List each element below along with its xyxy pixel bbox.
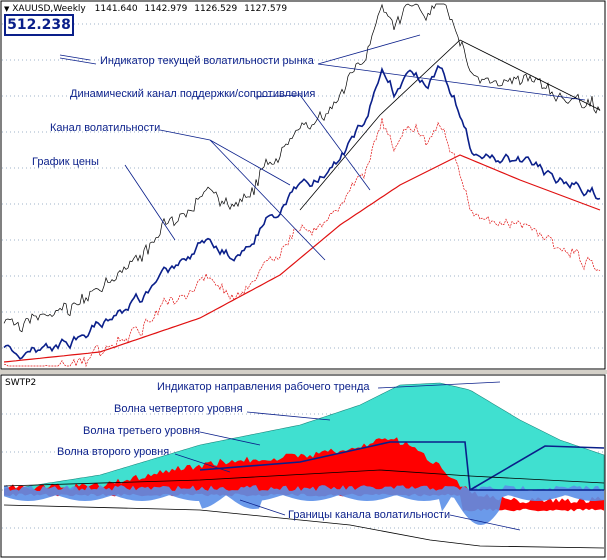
symbol-icon: ▼ xyxy=(4,5,10,13)
trend-direction-area xyxy=(3,382,605,491)
ohlc-close: 1127.579 xyxy=(244,4,288,14)
label-trend-direction: Индикатор направления рабочего тренда xyxy=(157,381,370,393)
volatility-bound-lower xyxy=(3,504,605,549)
volatility-channel-upper xyxy=(3,3,601,333)
label-price-chart: График цены xyxy=(32,156,99,168)
annotation-pointer xyxy=(377,381,501,389)
annotation-pointer xyxy=(59,57,97,65)
annotation-pointer xyxy=(159,129,211,141)
ohlc-high: 1142.979 xyxy=(144,4,188,14)
annotation-pointer xyxy=(449,514,521,531)
annotation-pointer xyxy=(317,34,421,65)
subwindow-frame xyxy=(0,374,606,558)
annotation-pointer xyxy=(299,94,371,191)
annotation-pointer xyxy=(199,431,261,446)
annotation-pointer xyxy=(209,139,291,186)
label-wave-third: Волна третьего уровня xyxy=(83,425,201,437)
annotation-pointer xyxy=(209,139,326,261)
symbol-timeframe: XAUUSD,Weekly xyxy=(12,4,86,14)
annotation-pointer xyxy=(59,54,91,61)
working-trend-step-line xyxy=(199,441,605,491)
label-volatility-channel: Канал волатильности xyxy=(50,122,161,134)
volatility-channel-lower xyxy=(3,117,601,368)
chart-header: ▼ XAUUSD,Weekly 1141.640 1142.979 1126.5… xyxy=(4,4,287,14)
label-wave-second: Волна второго уровня xyxy=(57,446,170,458)
annotation-pointer xyxy=(239,499,286,516)
dynamic-support-line xyxy=(3,154,601,363)
price-series xyxy=(3,64,601,360)
wave-second-level xyxy=(4,485,604,525)
annotation-pointer xyxy=(317,63,586,101)
resistance-trend-line xyxy=(299,39,601,211)
volatility-readout: 512.238 xyxy=(4,14,74,36)
ohlc-open: 1141.640 xyxy=(94,4,138,14)
annotation-pointer xyxy=(174,453,231,473)
annotation-pointer xyxy=(254,94,301,98)
main-grid xyxy=(2,23,604,349)
label-channel-bounds: Границы канала волатильности xyxy=(288,509,451,521)
annotation-pointers xyxy=(59,34,586,531)
annotation-pointer xyxy=(246,411,331,421)
label-current-volatility: Индикатор текущей волатильности рынка xyxy=(100,55,314,67)
pane-splitter[interactable] xyxy=(0,370,607,374)
ohlc-low: 1126.529 xyxy=(194,4,238,14)
label-dynamic-channel: Динамический канал поддержки/сопротивлен… xyxy=(70,88,316,100)
label-wave-fourth: Волна четвертого уровня xyxy=(114,403,243,415)
volatility-bound-upper xyxy=(3,469,605,487)
subwindow-title: SWTP2 xyxy=(5,378,37,388)
annotation-pointer xyxy=(124,164,176,241)
main-chart-frame xyxy=(0,0,606,370)
